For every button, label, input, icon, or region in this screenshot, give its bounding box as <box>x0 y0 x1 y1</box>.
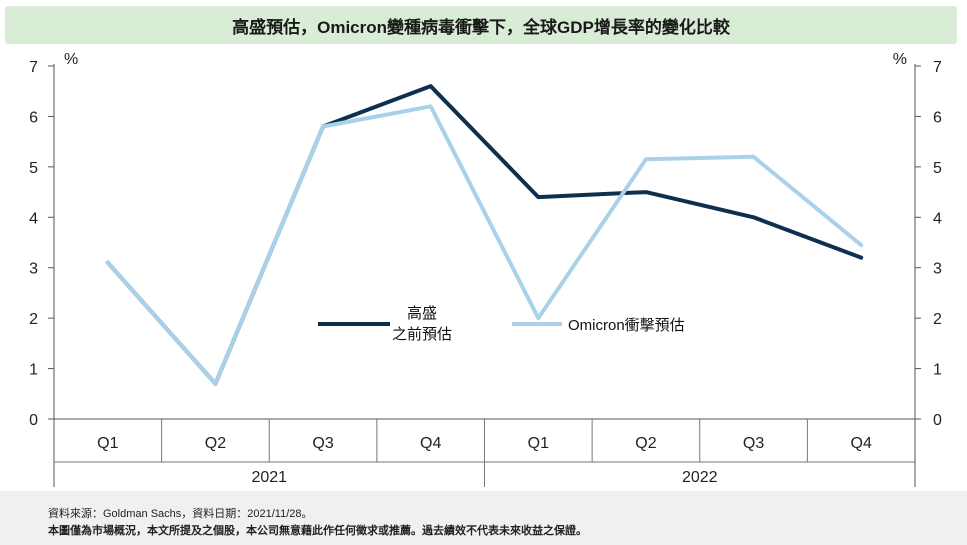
left-tick-label: 1 <box>29 362 38 379</box>
x-tick-label: Q1 <box>528 435 549 452</box>
x-tick-label: Q3 <box>743 435 764 452</box>
right-tick-label: 5 <box>933 160 942 177</box>
right-tick-label: 6 <box>933 109 942 126</box>
series-line-1 <box>105 104 864 386</box>
right-tick-label: 0 <box>933 412 942 429</box>
left-tick-label: 6 <box>29 109 38 126</box>
x-tick-label: Q1 <box>97 435 118 452</box>
year-label: 2021 <box>251 469 287 486</box>
series-lines <box>105 84 864 386</box>
right-unit-label: % <box>893 51 907 68</box>
source-note: 資料來源：Goldman Sachs，資料日期：2021/11/28。 <box>48 508 313 520</box>
disclaimer-note: 本圖僅為市場概況，本文所提及之個股，本公司無意藉此作任何徵求或推薦。過去績效不代… <box>48 525 587 537</box>
left-tick-label: 2 <box>29 311 38 328</box>
right-tick-label: 4 <box>933 210 942 227</box>
left-tick-label: 7 <box>29 59 38 76</box>
right-tick-label: 7 <box>933 59 942 76</box>
footer: 資料來源：Goldman Sachs，資料日期：2021/11/28。 本圖僅為… <box>0 491 967 545</box>
left-unit-label: % <box>64 51 78 68</box>
x-tick-label: Q2 <box>635 435 656 452</box>
series-line-0 <box>105 84 864 386</box>
right-tick-label: 1 <box>933 362 942 379</box>
left-tick-label: 5 <box>29 160 38 177</box>
chart-title: 高盛預估，Omicron變種病毒衝擊下，全球GDP增長率的變化比較 <box>5 6 957 44</box>
line-chart: 0 0 1 1 2 2 3 3 4 4 5 5 6 6 7 7% % Q1 Q2 Q3 Q4 Q1 Q2 Q3 Q4 2021 20… <box>29 51 942 487</box>
legend-label-1: Omicron衝擊預估 <box>568 316 685 334</box>
x-tick-label: Q3 <box>312 435 333 452</box>
x-tick-label: Q4 <box>851 435 872 452</box>
legend-label-0-line1: 高盛 <box>407 305 437 322</box>
legend-label-0-line2: 之前預估 <box>392 326 452 343</box>
x-tick-label: Q2 <box>205 435 226 452</box>
left-tick-label: 4 <box>29 210 38 227</box>
right-tick-label: 3 <box>933 261 942 278</box>
right-tick-label: 2 <box>933 311 942 328</box>
x-tick-label: Q4 <box>420 435 441 452</box>
chart-axes: 0 0 1 1 2 2 3 3 4 4 5 5 6 6 7 7% % Q1 Q2 Q3 Q4 Q1 Q2 Q3 Q4 2021 20… <box>29 51 942 487</box>
left-tick-label: 3 <box>29 261 38 278</box>
year-label: 2022 <box>682 469 718 486</box>
left-tick-label: 0 <box>29 412 38 429</box>
